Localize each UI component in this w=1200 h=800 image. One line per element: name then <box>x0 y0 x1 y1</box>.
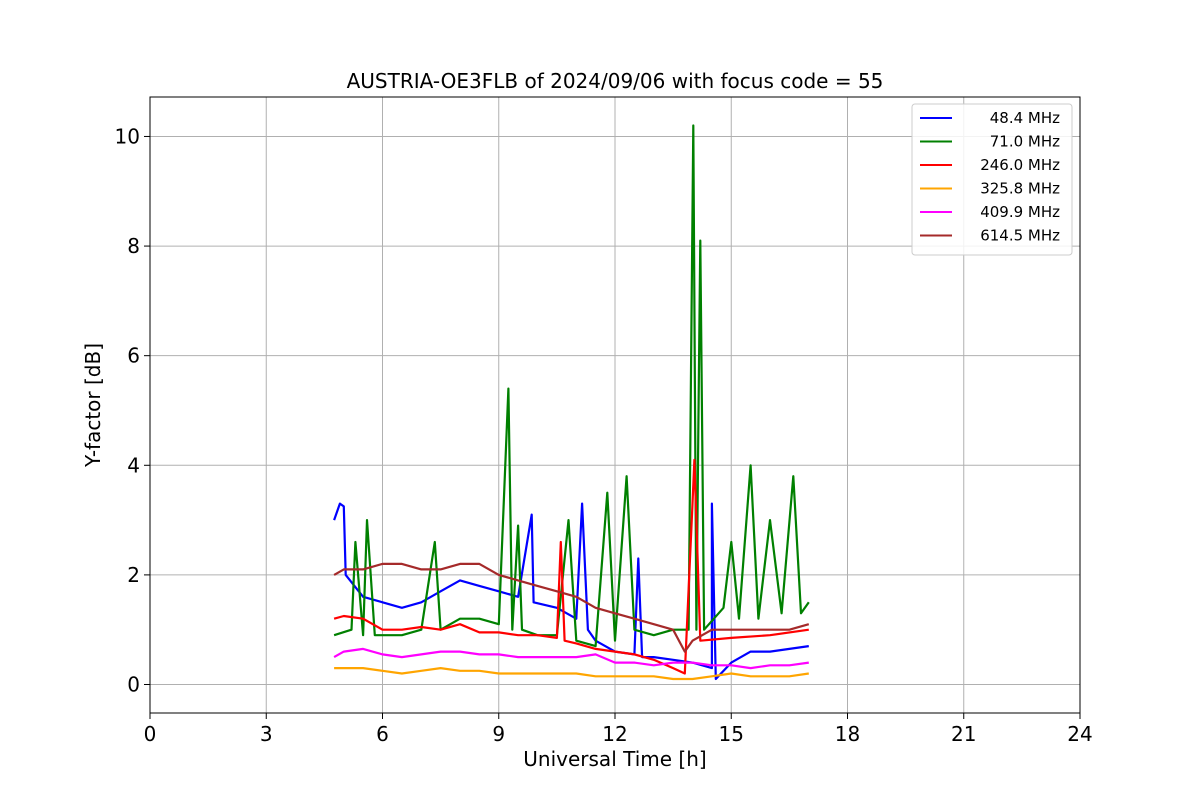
series-line-5 <box>333 562 810 653</box>
y-tick-label: 6 <box>127 344 140 368</box>
legend-label: 48.4 MHz <box>990 109 1060 127</box>
x-tick-label: 0 <box>144 722 157 746</box>
series-line-4 <box>333 647 809 670</box>
series-line-0 <box>333 502 809 681</box>
chart-title: AUSTRIA-OE3FLB of 2024/09/06 with focus … <box>347 69 884 93</box>
x-axis-label: Universal Time [h] <box>523 747 706 771</box>
legend-label: 614.5 MHz <box>980 227 1060 245</box>
x-tick-label: 3 <box>260 722 273 746</box>
x-tick-label: 9 <box>492 722 505 746</box>
legend-label: 246.0 MHz <box>980 156 1060 174</box>
x-tick-label: 6 <box>376 722 389 746</box>
x-tick-label: 12 <box>602 722 627 746</box>
series-line-3 <box>334 667 809 681</box>
y-tick-label: 4 <box>127 453 140 477</box>
legend-label: 325.8 MHz <box>980 180 1060 198</box>
legend-label: 71.0 MHz <box>990 133 1060 151</box>
x-tick-label: 24 <box>1067 722 1092 746</box>
series-line-2 <box>333 458 809 675</box>
y-tick-label: 2 <box>127 563 140 587</box>
y-axis: 0 2 4 6 8 10 <box>115 124 150 697</box>
x-tick-label: 18 <box>835 722 860 746</box>
x-tick-label: 21 <box>951 722 976 746</box>
y-tick-label: 0 <box>127 673 140 697</box>
y-axis-label: Y-factor [dB] <box>81 343 105 468</box>
legend: 48.4 MHz 71.0 MHz 246.0 MHz 325.8 MHz 409.9 … <box>911 103 1073 256</box>
x-axis: 0 3 6 9 12 15 18 21 24 <box>144 713 1093 746</box>
y-tick-label: 10 <box>115 124 140 148</box>
plot-area <box>333 124 810 681</box>
y-tick-label: 8 <box>127 234 140 258</box>
series-line-1 <box>333 124 810 648</box>
legend-label: 409.9 MHz <box>980 203 1060 221</box>
x-tick-label: 15 <box>719 722 744 746</box>
